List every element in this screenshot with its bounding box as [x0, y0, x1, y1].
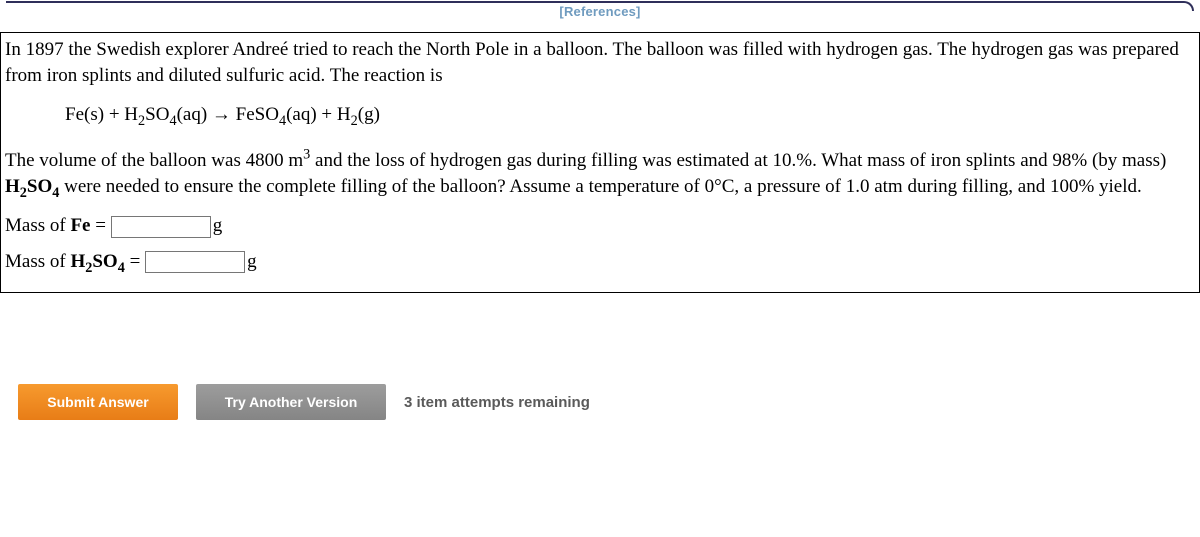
fe-unit: g — [213, 215, 223, 236]
answer-row-h2so4: Mass of H2SO4 = g — [5, 249, 1195, 275]
try-another-version-button[interactable]: Try Another Version — [196, 384, 386, 420]
question-panel: In 1897 the Swedish explorer Andreé trie… — [0, 32, 1200, 293]
eq-rhs-h2-sub: 2 — [351, 113, 358, 129]
eq-rhs-feso4-aq: (aq) — [286, 104, 317, 125]
fe-label-post: = — [91, 215, 111, 236]
h2so4-sym-so: SO — [92, 251, 117, 272]
h2so4-label-post: = — [125, 251, 145, 272]
h2so4-unit: g — [247, 251, 257, 272]
action-row: Submit Answer Try Another Version 3 item… — [18, 384, 590, 420]
eq-rhs-h2-h: H — [337, 104, 351, 125]
references-link[interactable]: [References] — [557, 4, 642, 19]
eq-rhs-feso4-sub: 4 — [279, 113, 286, 129]
body-b: and the loss of hydrogen gas during fill… — [310, 150, 1166, 171]
eq-lhs-h2so4-sub4: 4 — [169, 113, 176, 129]
eq-plus-1: + — [104, 104, 124, 125]
fe-label-pre: Mass of — [5, 215, 70, 236]
fe-mass-input[interactable] — [111, 216, 211, 238]
eq-plus-2: + — [317, 104, 337, 125]
body-h2so4-so: SO — [27, 176, 52, 197]
reaction-equation: Fe(s) + H2SO4(aq) → FeSO4(aq) + H2(g) — [65, 102, 1195, 128]
eq-rhs-h2-g: (g) — [358, 104, 380, 125]
top-divider — [6, 1, 1178, 3]
eq-lhs-h2so4-so: SO — [145, 104, 169, 125]
eq-arrow: → — [207, 104, 236, 125]
attempts-remaining: 3 item attempts remaining — [404, 394, 590, 411]
h2so4-sym-s2: 4 — [118, 260, 125, 276]
eq-rhs-feso4: FeSO — [236, 104, 279, 125]
body-a: The volume of the balloon was 4800 — [5, 150, 288, 171]
question-body: The volume of the balloon was 4800 m3 an… — [5, 148, 1195, 199]
body-c: were needed to ensure the complete filli… — [59, 176, 1141, 197]
h2so4-label-pre: Mass of — [5, 251, 70, 272]
eq-lhs-h2so4-h: H — [124, 104, 138, 125]
h2so4-sym-h: H — [70, 251, 85, 272]
question-intro: In 1897 the Swedish explorer Andreé trie… — [5, 37, 1195, 88]
body-unit-m: m — [288, 150, 303, 171]
body-h2so4-s1: 2 — [20, 184, 27, 200]
answer-row-fe: Mass of Fe = g — [5, 213, 1195, 239]
h2so4-mass-input[interactable] — [145, 251, 245, 273]
eq-lhs-h2so4-aq: (aq) — [177, 104, 208, 125]
top-divider-curve — [1178, 1, 1194, 11]
submit-answer-button[interactable]: Submit Answer — [18, 384, 178, 420]
eq-lhs-fe: Fe(s) — [65, 104, 104, 125]
body-h2so4-h: H — [5, 176, 20, 197]
fe-symbol: Fe — [70, 215, 90, 236]
